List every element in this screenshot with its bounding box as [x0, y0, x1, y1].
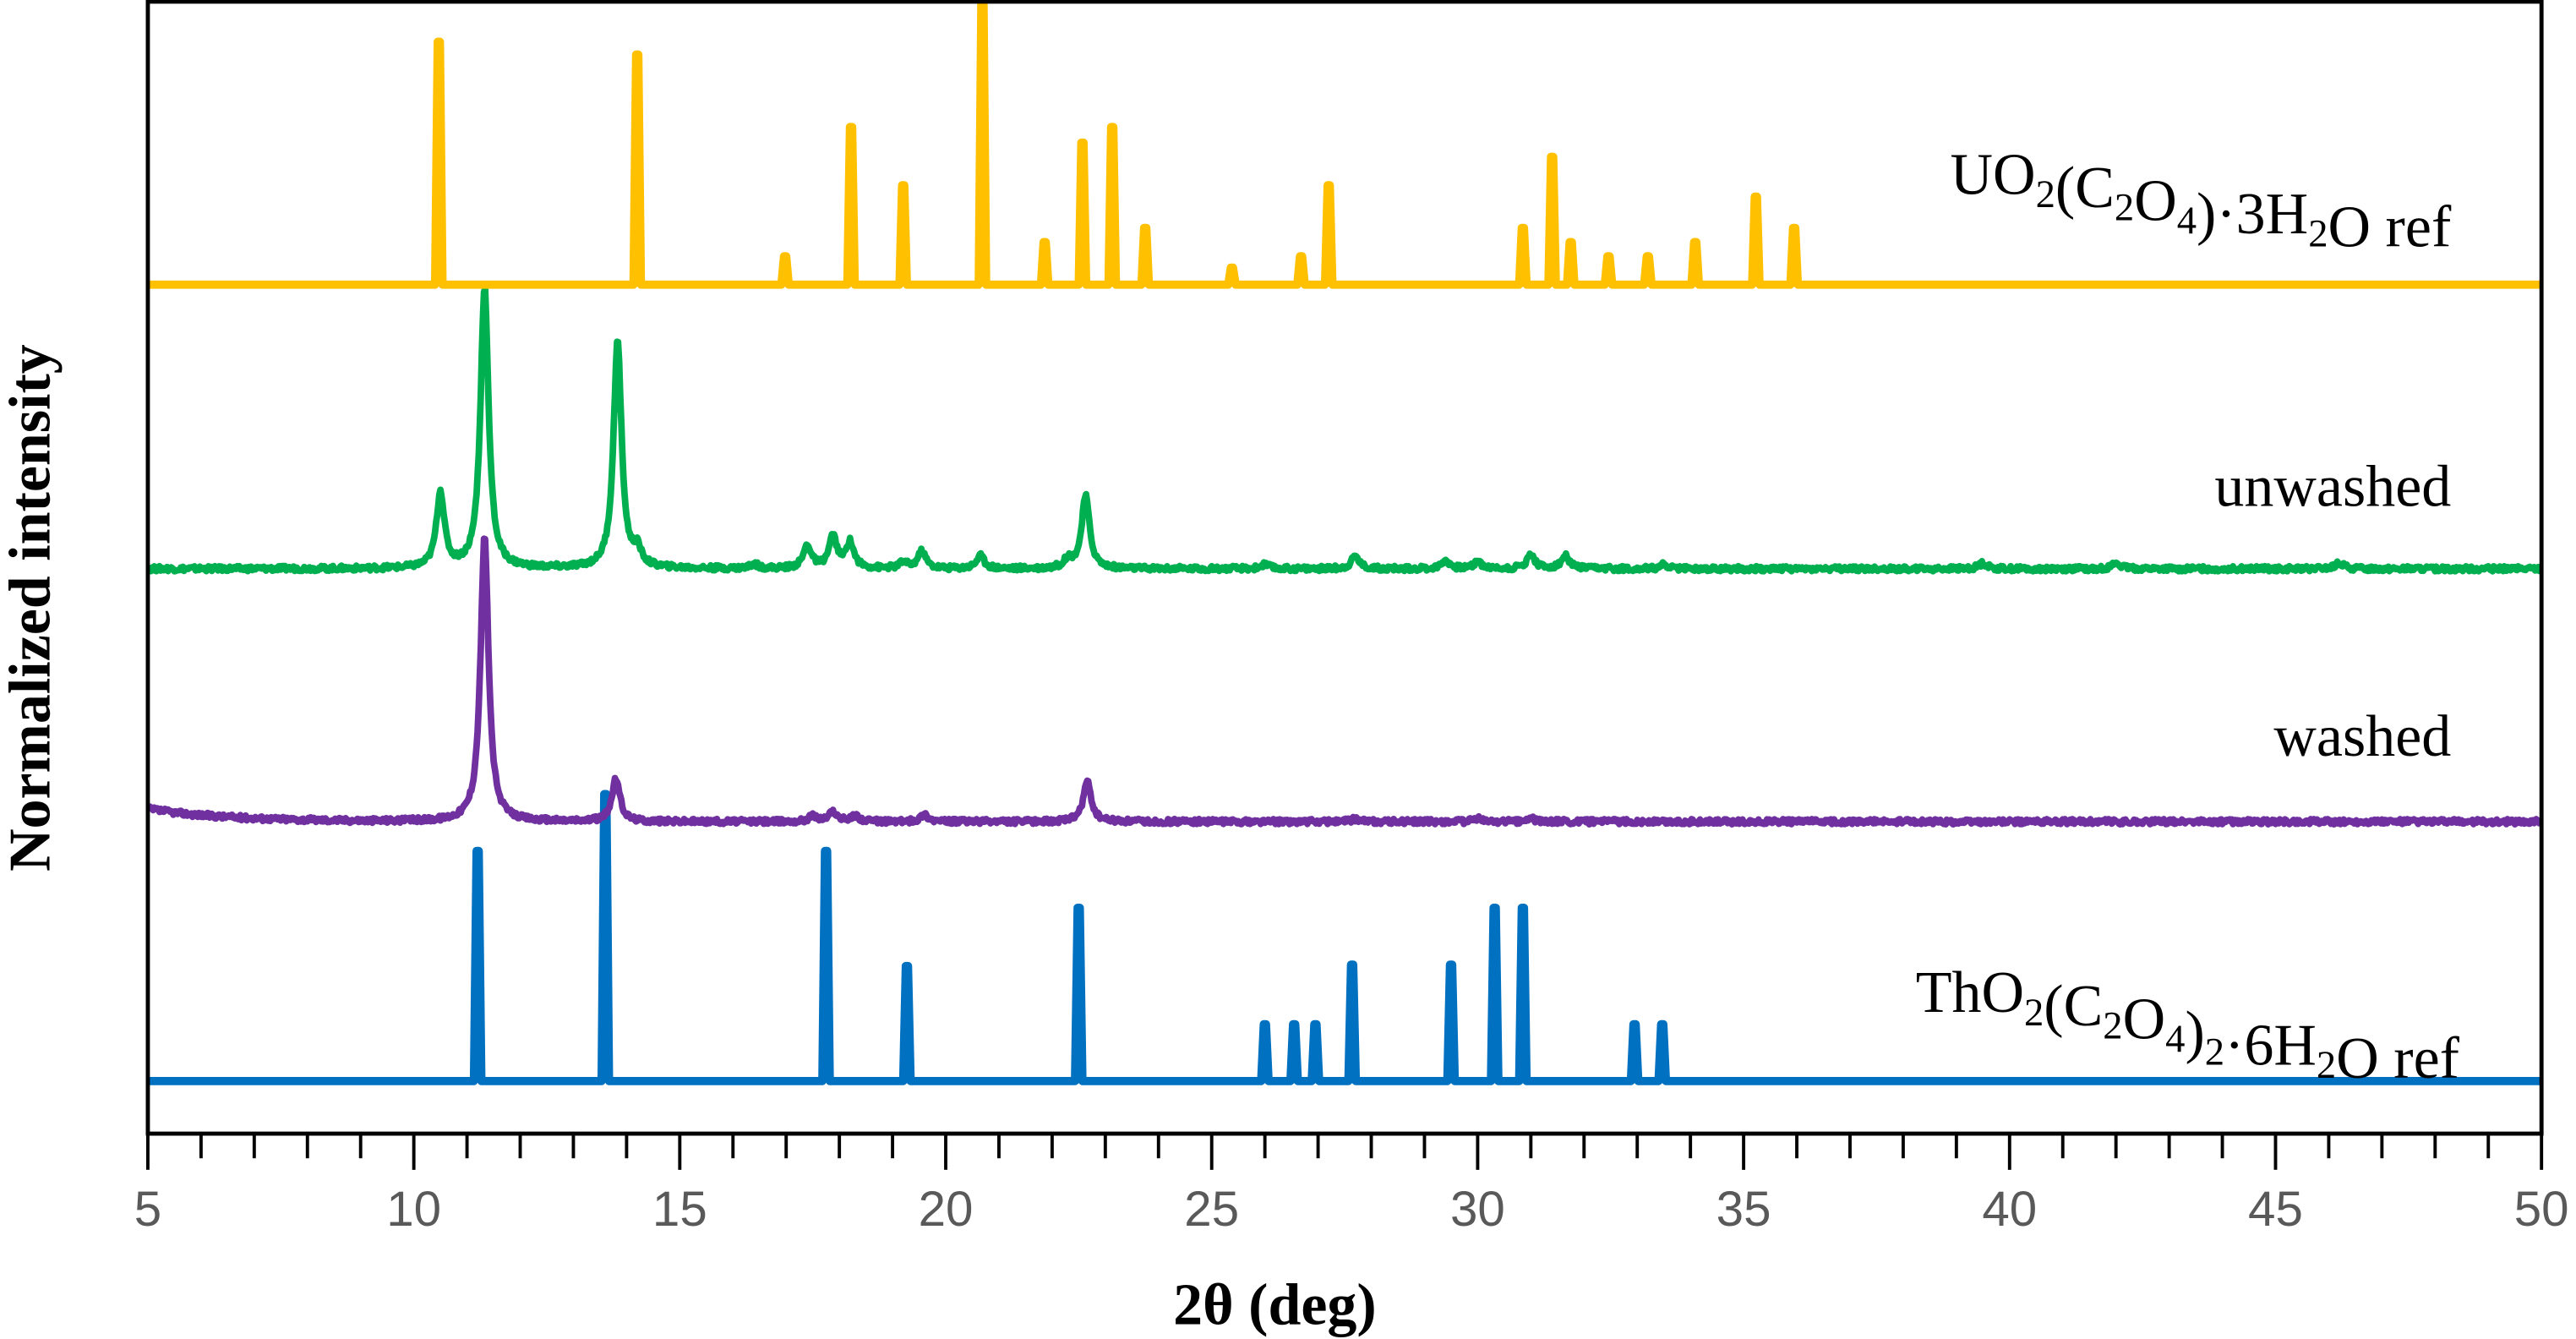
- x-tick-label: 40: [1982, 1182, 2037, 1237]
- x-tick-label: 30: [1450, 1182, 1505, 1237]
- x-tick-label: 10: [386, 1182, 441, 1237]
- x-tick-label: 5: [134, 1182, 161, 1237]
- plot-frame: [145, 0, 2544, 1136]
- x-tick-label: 45: [2248, 1182, 2303, 1237]
- x-tick-label: 25: [1184, 1182, 1239, 1237]
- series-line-uo2-c2o4-3h2o-ref: [147, 0, 2542, 289]
- x-tick-label: 20: [919, 1182, 974, 1237]
- series-labels: UO2(C2O4)·3H2O ref unwashed washed ThO2(C2O…: [1916, 142, 2460, 1091]
- series-label: UO2(C2O4)·3H2O ref: [1951, 142, 2452, 260]
- series-line-washed: [147, 535, 2542, 828]
- series-line-unwashed: [147, 285, 2542, 575]
- x-tick-label: 35: [1716, 1182, 1771, 1237]
- traces: [147, 0, 2542, 1085]
- x-tick-label: 50: [2514, 1182, 2569, 1237]
- series-label: ThO2(C2O4)2·6H2O ref: [1916, 960, 2460, 1091]
- x-tick-label: 15: [652, 1182, 707, 1237]
- x-axis-ticks: [146, 1134, 2544, 1170]
- series-label: unwashed: [2214, 455, 2451, 520]
- series-line-tho2-c2o4-2-6h2o-ref: [147, 790, 2542, 1085]
- series-label: washed: [2273, 704, 2451, 769]
- y-axis-title: Normalized intensity: [0, 344, 63, 872]
- x-axis-tick-labels: 5 10 15 20 25 30 35 40 45 50: [134, 1182, 2569, 1237]
- x-axis-title: 2θ (deg): [1173, 1273, 1377, 1338]
